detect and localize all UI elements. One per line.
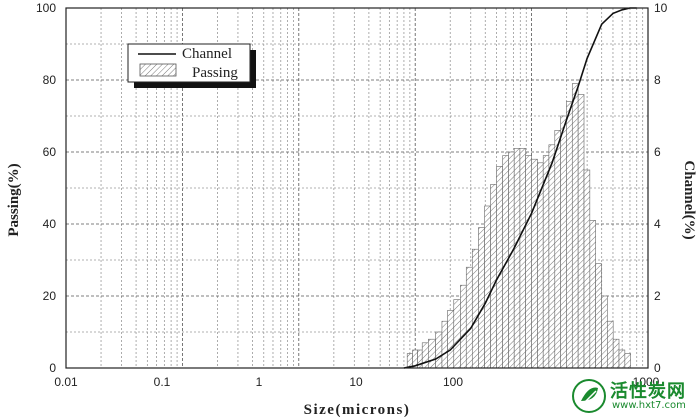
- left-tick-80: 80: [43, 73, 57, 87]
- right-tick-8: 8: [654, 73, 661, 87]
- x-tick-0.01: 0.01: [54, 375, 78, 389]
- passing-bar: [441, 320, 448, 369]
- left-tick-0: 0: [49, 361, 56, 375]
- passing-bar: [618, 349, 626, 369]
- x-axis-title: Size(microns): [304, 402, 411, 418]
- channel-line: [403, 7, 637, 369]
- right-axis-title: Channel(%): [681, 160, 697, 239]
- x-tick-1: 1: [256, 375, 263, 389]
- passing-bar: [542, 155, 550, 369]
- x-tick-10: 10: [349, 375, 363, 389]
- passing-bar: [496, 166, 503, 369]
- left-axis-title: Passing(%): [6, 163, 22, 236]
- passing-bar: [566, 101, 573, 369]
- left-tick-100: 100: [36, 1, 56, 15]
- right-tick-6: 6: [654, 145, 661, 159]
- left-tick-20: 20: [43, 289, 57, 303]
- legend-passing-label: Passing: [192, 65, 238, 81]
- passing-bar: [554, 130, 561, 369]
- passing-bar: [484, 205, 491, 369]
- passing-bar: [453, 299, 461, 369]
- watermark: 活性炭网 www.hxt7.com: [568, 375, 698, 417]
- passing-bar: [502, 155, 509, 369]
- leaf-logo-icon: [572, 379, 606, 413]
- passing-bar: [548, 144, 556, 369]
- x-tick-100: 100: [443, 375, 463, 389]
- x-axis-ticks: 0.01 0.1 1 10 100 1000: [54, 375, 659, 389]
- passing-bar: [601, 295, 608, 369]
- passing-bar: [612, 338, 620, 369]
- right-axis-ticks: 0 2 4 6 8 10: [654, 1, 668, 375]
- right-tick-0: 0: [654, 361, 661, 375]
- passing-bar: [595, 263, 602, 369]
- passing-bar: [571, 83, 579, 369]
- plot-frame: [65, 7, 649, 369]
- left-tick-40: 40: [43, 217, 57, 231]
- passing-bars: [406, 83, 631, 369]
- passing-bar: [490, 184, 497, 369]
- passing-bar: [513, 148, 521, 369]
- legend-passing-swatch: [139, 63, 177, 77]
- right-tick-4: 4: [654, 217, 661, 231]
- passing-bar: [519, 148, 526, 369]
- passing-bar: [478, 227, 485, 369]
- passing-bar: [577, 94, 585, 369]
- watermark-title: 活性炭网: [610, 381, 686, 402]
- passing-bar: [435, 331, 443, 369]
- watermark-url: www.hxt7.com: [612, 400, 686, 411]
- passing-bar: [428, 338, 436, 369]
- left-tick-60: 60: [43, 145, 57, 159]
- passing-bar: [607, 320, 614, 369]
- legend: Channel Passing: [127, 43, 256, 88]
- passing-bar: [460, 284, 467, 369]
- passing-bar: [560, 115, 567, 369]
- passing-bar: [583, 169, 591, 369]
- left-axis-ticks: 0 20 40 60 80 100: [36, 1, 56, 375]
- passing-bar: [508, 151, 515, 369]
- legend-channel-label: Channel: [182, 46, 232, 62]
- right-tick-2: 2: [654, 289, 661, 303]
- x-tick-0.1: 0.1: [154, 375, 171, 389]
- right-tick-10: 10: [654, 1, 668, 15]
- passing-bar: [447, 310, 455, 369]
- passing-bar: [421, 342, 429, 369]
- passing-bar: [624, 353, 631, 369]
- passing-bar: [525, 155, 532, 369]
- passing-bar: [589, 220, 596, 369]
- passing-bar: [465, 266, 473, 369]
- passing-bar: [471, 248, 479, 369]
- passing-bar: [531, 158, 538, 369]
- x-tick-1000: 1000: [633, 375, 660, 389]
